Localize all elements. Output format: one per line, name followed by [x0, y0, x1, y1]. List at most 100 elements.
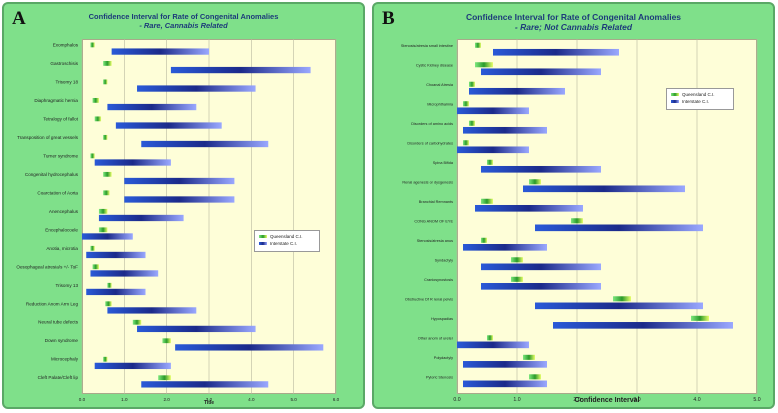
category-label: Polydactyly [434, 356, 453, 360]
bar-interstate [107, 103, 197, 111]
category-label: Turner syndrome [43, 153, 78, 158]
bar-interstate [170, 66, 311, 74]
bar-interstate [107, 307, 197, 314]
bar-queensland [691, 315, 709, 321]
x-tick-label: 0.0 [453, 397, 460, 403]
bar-queensland [571, 218, 583, 224]
chart-title-main: Confidence Interval for Rate of Congenit… [88, 12, 279, 21]
legend-swatch-interstate [259, 242, 267, 245]
legend-swatch-queensland [671, 93, 679, 96]
x-tick-label: 1.0 [513, 397, 520, 403]
category-label: Obstructive Df R renal pelvis [405, 297, 453, 301]
legend-entry-interstate: Interstate C.I. [671, 98, 729, 105]
bar-interstate [463, 126, 547, 134]
bar-queensland [90, 42, 95, 48]
x-tick-label: 2.0 [573, 397, 580, 403]
category-label: Anotia, microtia [46, 246, 78, 251]
bar-queensland [475, 62, 493, 68]
chart-panel-b: B Confidence Interval for Rate of Congen… [372, 2, 775, 409]
bar-queensland [103, 190, 110, 196]
bar-queensland [523, 354, 535, 360]
legend-label: Queensland C.I. [270, 234, 303, 239]
bar-queensland [469, 81, 475, 87]
bar-interstate [463, 380, 547, 388]
bar-queensland [529, 179, 541, 185]
legend-label: Queensland C.I. [682, 92, 715, 97]
bar-queensland [92, 97, 99, 103]
bar-queensland [463, 101, 469, 107]
bar-queensland [98, 208, 108, 214]
category-label: Syndactyly [435, 258, 453, 262]
bar-interstate [481, 283, 601, 290]
bar-interstate [137, 85, 256, 92]
bar-interstate [98, 214, 184, 222]
x-tick-label: 3.0 [206, 397, 213, 402]
bar-queensland [103, 134, 108, 140]
category-label: Trisomy 13 [55, 283, 78, 288]
legend-swatch-interstate [671, 100, 679, 103]
legend-entry-queensland: Queensland C.I. [671, 91, 729, 98]
x-tick-label: 6.0 [333, 397, 340, 402]
category-label: CONG ANOM OF EYE [414, 219, 453, 223]
bar-interstate [469, 87, 565, 95]
bar-queensland [463, 140, 469, 146]
bar-interstate [457, 341, 529, 349]
bar-interstate [124, 196, 235, 203]
x-tick-label: 0.0 [79, 397, 86, 402]
category-label: Down syndrome [45, 338, 79, 343]
bar-queensland [481, 237, 487, 243]
bar-interstate [86, 288, 146, 296]
bar-queensland [90, 153, 95, 159]
category-label: Microcephaly [51, 357, 79, 362]
category-label: Oesophageal atresia/s +/- ToF [16, 264, 78, 269]
category-label: Choanal Atresia [426, 83, 454, 87]
bar-queensland [94, 116, 102, 122]
x-tick-label: 2.0 [163, 397, 170, 402]
bar-interstate [475, 204, 583, 212]
bar-interstate [111, 48, 209, 55]
x-tick-label: 4.0 [248, 397, 255, 402]
category-label: Other anom of ureter [418, 336, 454, 340]
category-label: Disorders of carbohydrates [407, 141, 453, 145]
bar-queensland [487, 335, 493, 341]
bar-interstate [523, 185, 685, 193]
chart-title: Confidence Interval for Rate of Congenit… [374, 12, 773, 32]
category-label: Exomphalos [53, 42, 79, 47]
bar-interstate [535, 302, 703, 310]
bar-interstate [481, 263, 601, 271]
bar-interstate [94, 362, 171, 370]
bar-queensland [511, 276, 523, 282]
category-label: Reduction Anom Arm Leg [26, 301, 79, 306]
bar-interstate [141, 381, 269, 388]
category-label: Anencephalus [49, 209, 79, 214]
bar-interstate [124, 177, 235, 185]
category-label: Stenosis/atresia anus [417, 239, 453, 243]
bar-queensland [103, 171, 112, 177]
chart-legend: Queensland C.I. Interstate C.I. [666, 88, 734, 110]
category-label: Tetralogy of fallot [43, 116, 78, 121]
category-label: Renal agenesis or dysgenesis [402, 180, 453, 184]
bar-interstate [463, 361, 547, 368]
range-bar-chart-b: 0.0 1.0 2.0 3.0 4.0 5.0 Stenosis/atresia small… [401, 39, 761, 403]
x-tick-label: 3.0 [633, 397, 640, 403]
bar-queensland [469, 120, 475, 126]
chart-title-main: Confidence Interval for Rate of Congenit… [465, 12, 682, 22]
category-label: Encephalocoele [45, 227, 78, 232]
bar-interstate [137, 325, 256, 333]
bar-queensland [529, 374, 541, 380]
category-label: Pyloric Stenosis [426, 375, 453, 379]
category-label: Trisomy 18 [55, 79, 78, 84]
x-tick-label: 5.0 [290, 397, 297, 402]
category-label: Diaphragmatic hernia [34, 98, 78, 103]
category-label: Craniosynostosis [424, 278, 453, 282]
legend-label: Interstate C.I. [682, 99, 710, 104]
legend-label: Interstate C.I. [270, 241, 298, 246]
x-tick-label: 4.0 [693, 397, 700, 403]
bar-interstate [457, 146, 529, 154]
chart-title: Confidence Interval for Rate of Congenit… [4, 12, 363, 30]
category-label: Cleft Palate/Cleft lip [38, 375, 79, 380]
category-label: Spina Bifida [433, 161, 454, 165]
bar-queensland [487, 159, 493, 165]
category-label: Microphthalmia [427, 102, 454, 106]
bar-interstate [175, 344, 324, 351]
